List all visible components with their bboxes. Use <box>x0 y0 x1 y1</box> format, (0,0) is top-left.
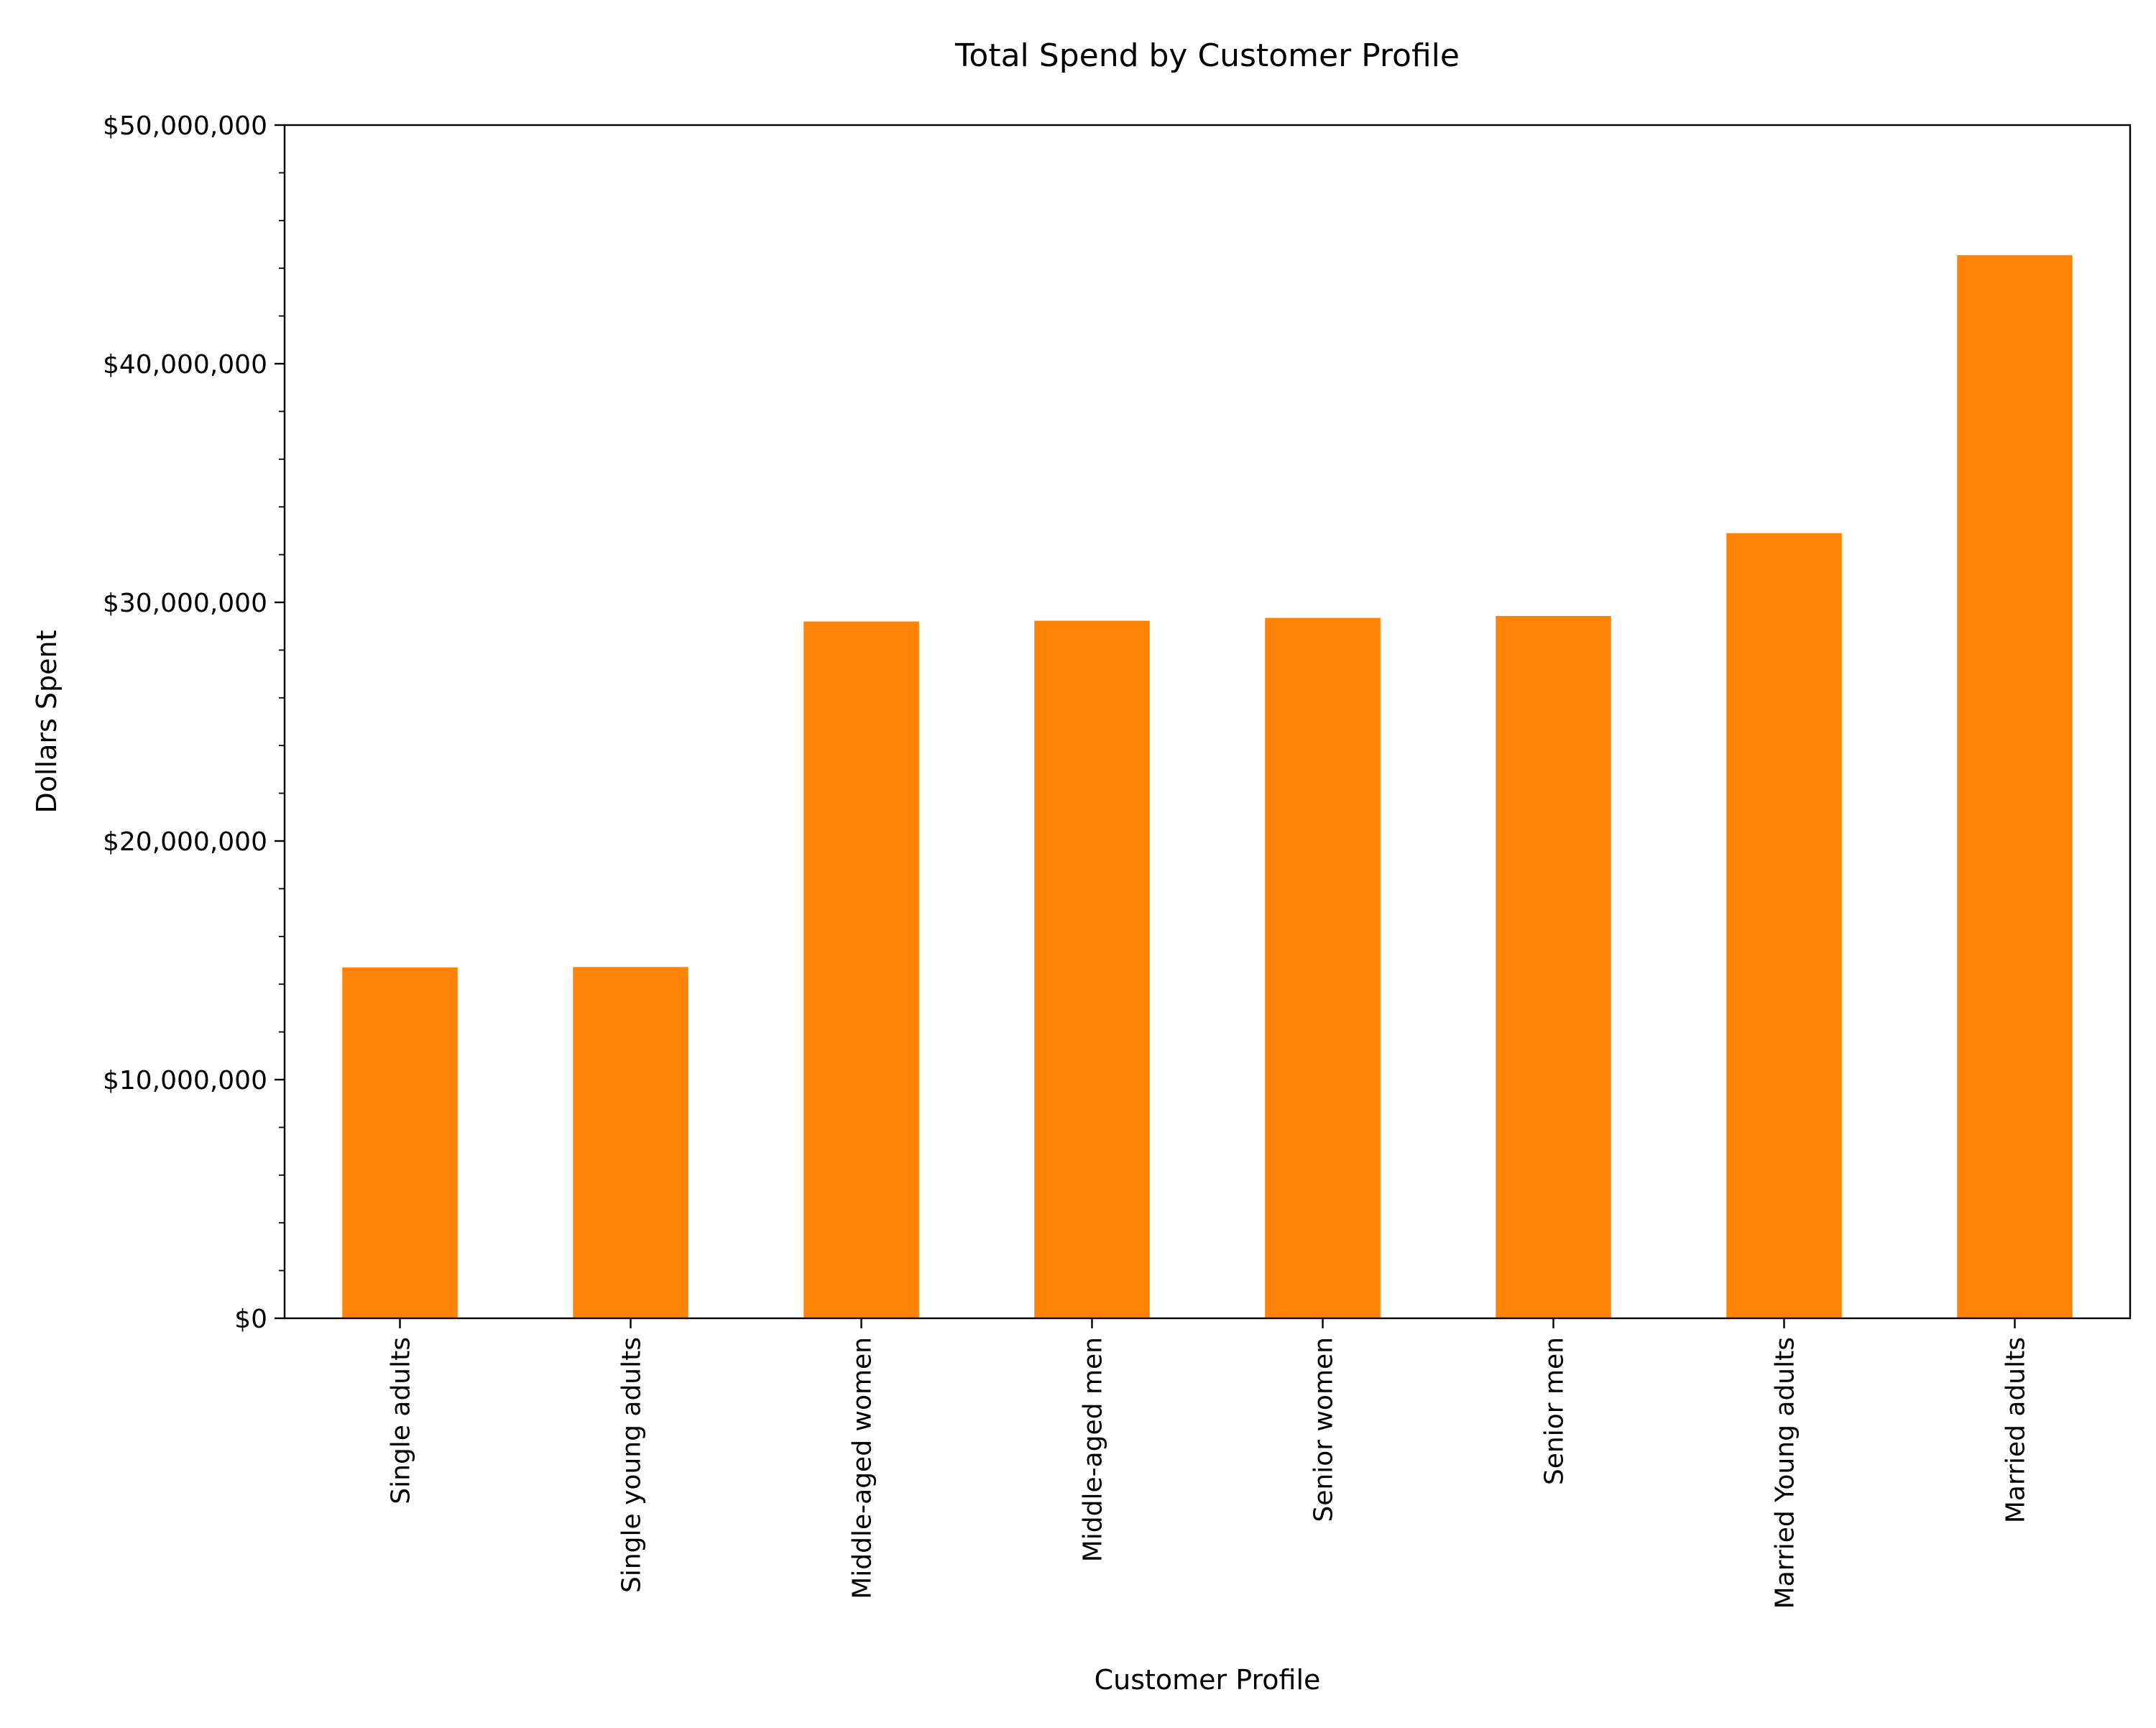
bars <box>342 254 2073 1319</box>
x-axis-ticks: Single adults Single young adults Middle-a… <box>387 1318 2031 1609</box>
bar <box>573 967 688 1318</box>
bar <box>342 967 458 1318</box>
bar <box>1726 533 1842 1318</box>
y-axis-ticks: $0 $10,000,000 $20,000,000 $30,000,000 $40,0… <box>103 111 285 1334</box>
bar <box>803 621 919 1318</box>
x-tick-label: Single adults <box>387 1337 416 1504</box>
y-tick-label: $40,000,000 <box>103 350 267 380</box>
y-tick-label: $30,000,000 <box>103 589 267 618</box>
y-axis-label: Dollars Spent <box>31 630 63 813</box>
bar <box>1265 617 1381 1318</box>
x-tick-label: Middle-aged women <box>848 1337 877 1599</box>
bar <box>1496 615 1611 1318</box>
y-tick-label: $20,000,000 <box>103 827 267 857</box>
x-tick-label: Senior men <box>1540 1337 1570 1485</box>
y-tick-label: $10,000,000 <box>103 1066 267 1095</box>
x-tick-label: Senior women <box>1309 1337 1339 1522</box>
bar <box>1957 254 2073 1319</box>
x-tick-label: Married Young adults <box>1771 1337 1800 1609</box>
x-tick-label: Single young adults <box>617 1337 647 1593</box>
chart-title: Total Spend by Customer Profile <box>954 37 1460 74</box>
x-axis-label: Customer Profile <box>1095 1664 1321 1696</box>
plot-frame <box>283 124 2132 1320</box>
y-tick-label: $0 <box>234 1305 267 1334</box>
x-tick-label: Married adults <box>2001 1337 2031 1523</box>
y-tick-label: $50,000,000 <box>103 111 267 141</box>
x-tick-label: Middle-aged men <box>1079 1337 1108 1562</box>
bar <box>1034 620 1150 1318</box>
